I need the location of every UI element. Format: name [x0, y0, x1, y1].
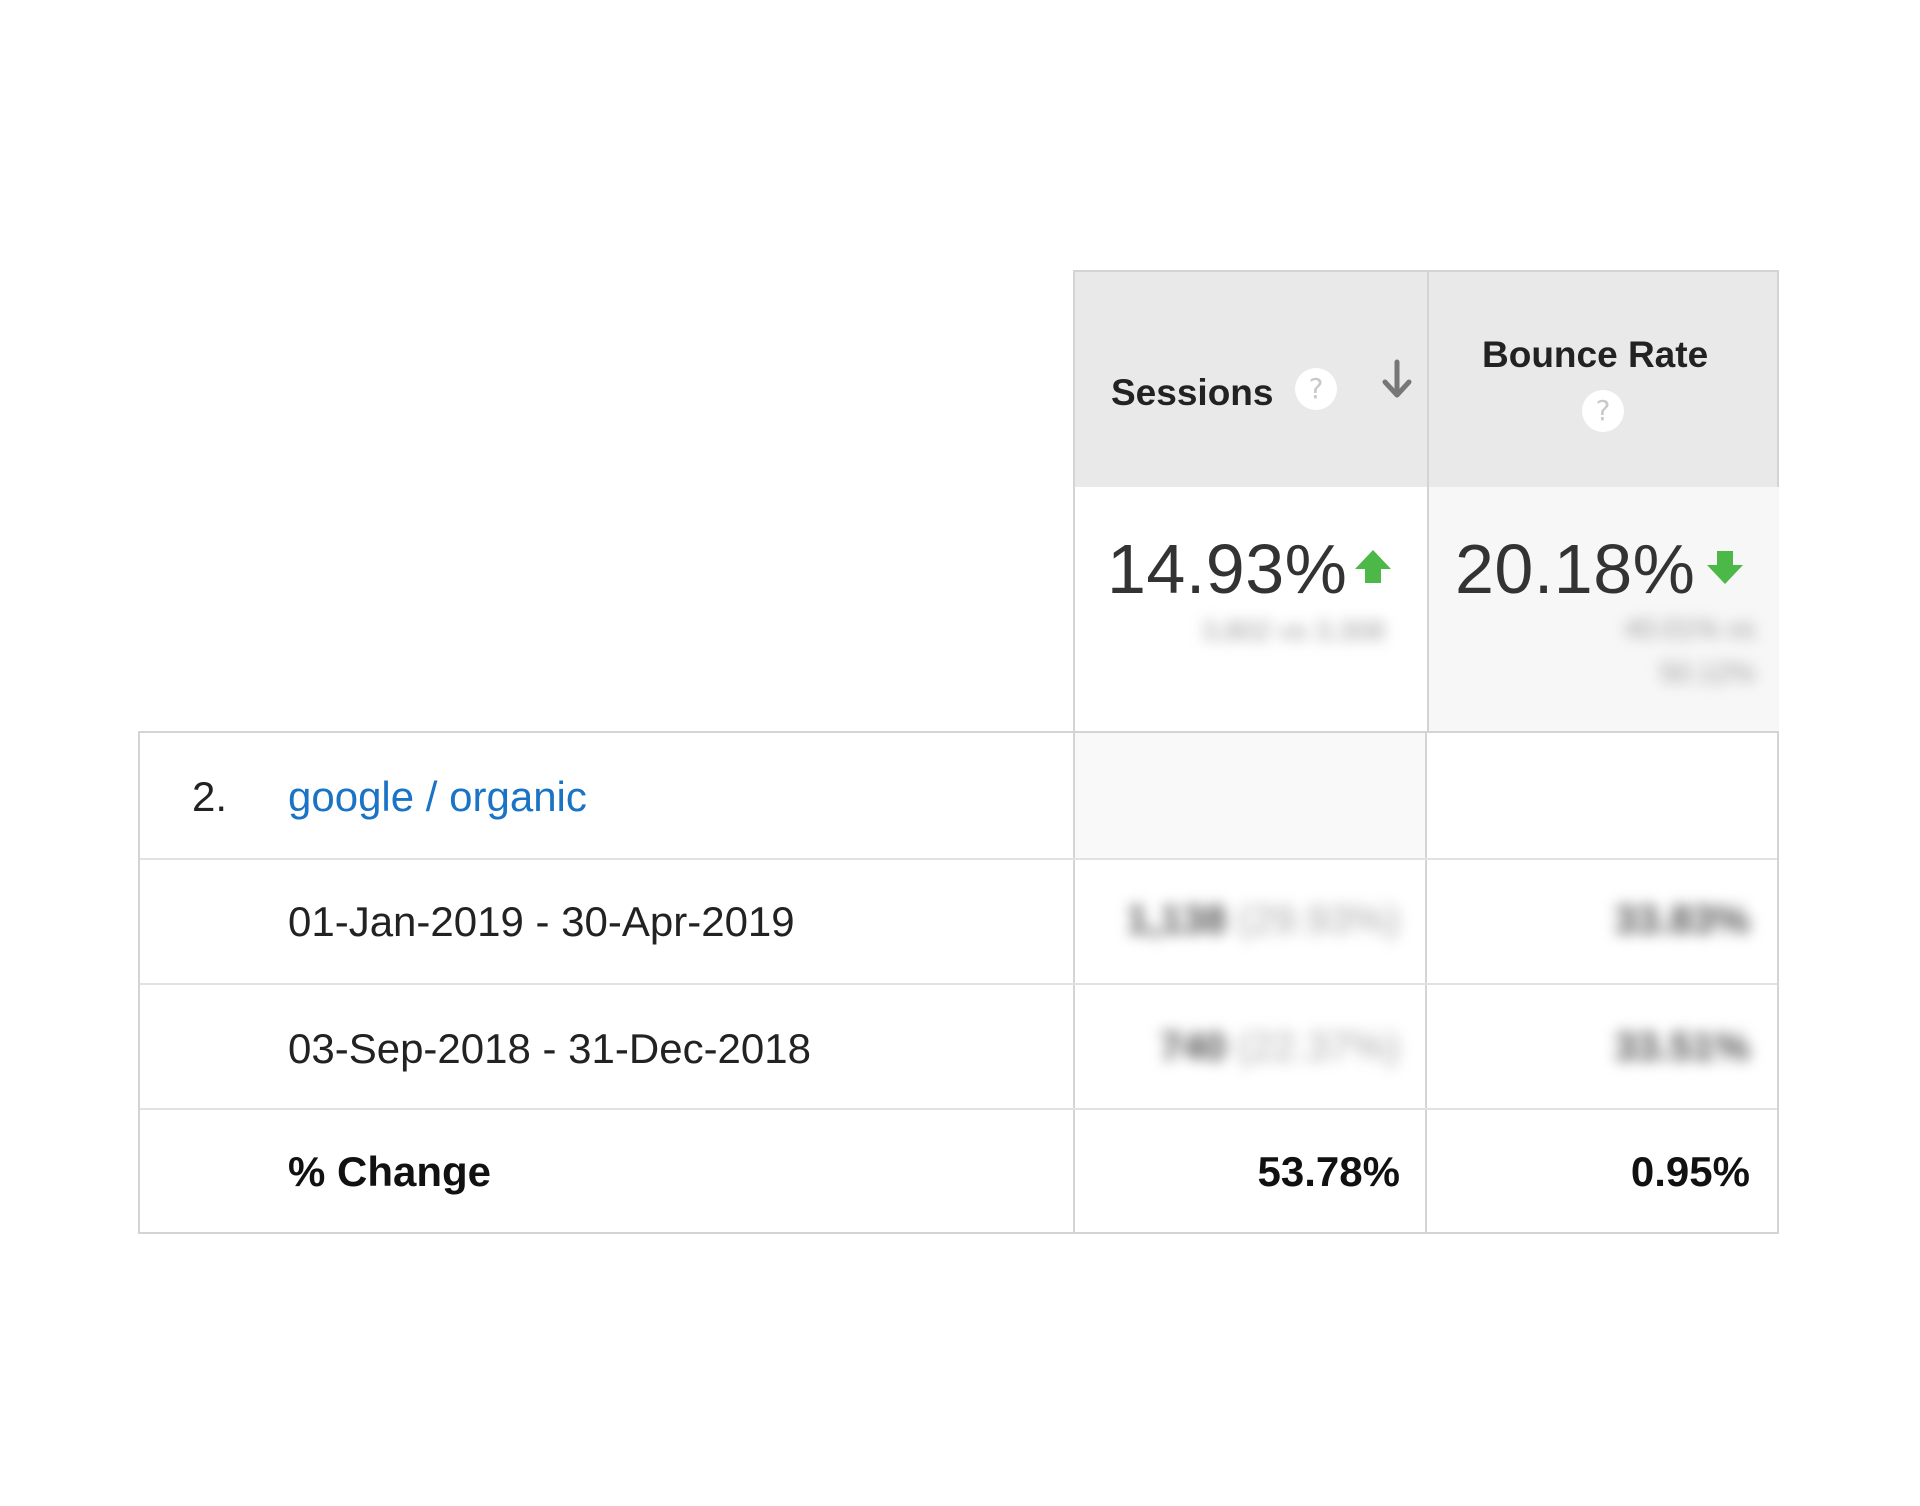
bounce-rate-summary-detail-1: 40.01% vs	[1624, 613, 1755, 644]
sessions-value: 1,138 (29.93%)	[1126, 898, 1400, 942]
bounce-rate-summary-cell	[1427, 487, 1779, 734]
table-row: 2. google / organic	[140, 733, 1777, 860]
bounce-rate-title: Bounce Rate	[1482, 334, 1709, 375]
sessions-change-value: 53.78%	[1257, 1148, 1400, 1195]
sessions-cell	[1075, 733, 1425, 858]
source-medium-link[interactable]: google / organic	[288, 773, 587, 820]
sessions-header[interactable]: Sessions ?	[1075, 272, 1427, 488]
summary-row: 14.93% 3,802 vs 3,308 20.18% 40.01% vs 5…	[1073, 487, 1779, 734]
sessions-summary-detail: 3,802 vs 3,308	[1201, 615, 1385, 646]
date-range-label: 03-Sep-2018 - 31-Dec-2018	[288, 1025, 811, 1072]
column-divider	[1425, 733, 1427, 1232]
sort-descending-arrow-icon[interactable]	[1377, 358, 1417, 402]
bounce-rate-summary-change: 20.18%	[1455, 530, 1696, 608]
table-row: 01-Jan-2019 - 30-Apr-2019 1,138 (29.93%)…	[140, 860, 1777, 985]
green-up-arrow-icon	[1355, 550, 1391, 583]
bounce-rate-value: 33.51%	[1614, 1025, 1750, 1069]
row-index: 2.	[192, 773, 228, 820]
change-row: % Change 53.78% 0.95%	[140, 1110, 1777, 1234]
bounce-rate-value: 33.83%	[1614, 898, 1750, 942]
date-range-label: 01-Jan-2019 - 30-Apr-2019	[288, 898, 795, 945]
sessions-summary-change: 14.93%	[1107, 530, 1348, 608]
bounce-rate-summary-detail-2: 50.12%	[1660, 657, 1755, 688]
column-divider	[1073, 733, 1075, 1232]
sessions-value: 740 (22.37%)	[1159, 1025, 1400, 1069]
sessions-title: Sessions	[1111, 372, 1274, 413]
change-label: % Change	[288, 1148, 492, 1195]
bounce-rate-change-value: 0.95%	[1630, 1148, 1750, 1195]
table-row: 03-Sep-2018 - 31-Dec-2018 740 (22.37%) 3…	[140, 985, 1777, 1110]
header-divider	[1427, 272, 1429, 488]
metric-header: Sessions ? Bounce Rate ?	[1073, 270, 1779, 488]
green-down-arrow-icon	[1707, 551, 1743, 584]
data-table: 2. google / organic 01-Jan-2019 - 30-Apr…	[138, 731, 1779, 1234]
question-mark-icon[interactable]: ?	[1582, 390, 1624, 432]
bounce-rate-header[interactable]: Bounce Rate ?	[1429, 272, 1779, 488]
question-mark-icon[interactable]: ?	[1295, 368, 1337, 410]
